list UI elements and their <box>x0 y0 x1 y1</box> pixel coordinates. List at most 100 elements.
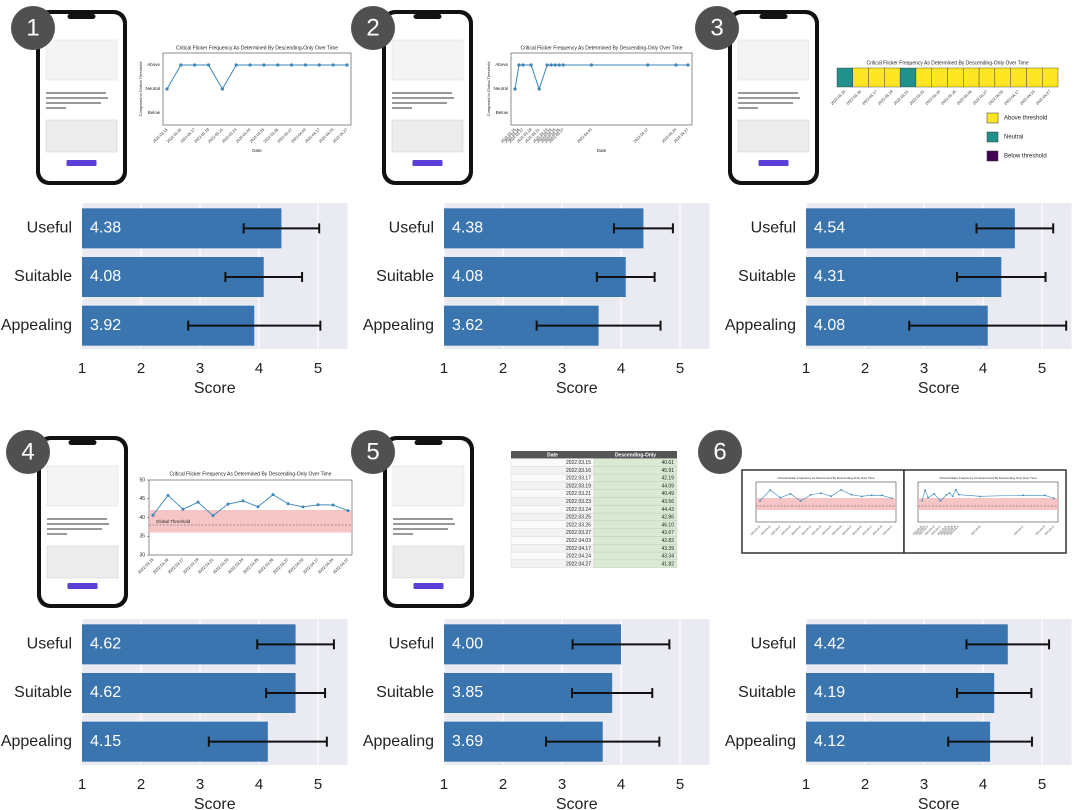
threshold-band <box>756 498 896 510</box>
badge-number: 1 <box>26 14 39 41</box>
input-box <box>391 119 464 153</box>
bar-value-label: 3.92 <box>90 317 121 334</box>
mini-title: Critical Flicker Frequency As Determined… <box>867 60 1029 66</box>
x-axis-label: Score <box>556 796 598 810</box>
legend-label: Above threshold <box>1004 116 1047 122</box>
date-label: 2022.03.19 <box>924 525 935 536</box>
error-bar <box>207 736 328 747</box>
heat-cell <box>931 67 948 88</box>
threshold-band <box>918 498 1058 510</box>
x-tick-label: 3 <box>196 776 204 793</box>
category-label: Useful <box>389 220 434 237</box>
table-date: 2022.04.17 <box>566 546 591 552</box>
level-point <box>557 63 561 67</box>
category-label: Useful <box>751 636 796 653</box>
date-label: 2022.03.16 <box>915 525 926 536</box>
badge <box>6 430 50 474</box>
value-point <box>1022 494 1025 497</box>
level-label: Below <box>148 110 161 115</box>
category-label: Appealing <box>363 317 434 334</box>
level-point <box>179 63 183 67</box>
table-header <box>511 451 677 459</box>
date-label: 2022.03.15 <box>750 525 761 536</box>
badge-number: 2 <box>366 14 379 41</box>
x-tick-label: 1 <box>802 776 810 793</box>
value-point <box>921 499 923 502</box>
x-tick-label: 5 <box>676 776 684 793</box>
value-line <box>759 489 893 502</box>
error-bar <box>975 223 1055 234</box>
mini-title: Critical Flicker Frequency As Determined… <box>170 471 332 477</box>
level-point <box>561 63 565 67</box>
value-point <box>840 488 843 491</box>
category-label: Appealing <box>725 733 796 750</box>
x-tick-label: 1 <box>78 360 86 377</box>
badge <box>351 6 395 50</box>
category-label: Useful <box>389 636 434 653</box>
date-label: 2022.04.24 <box>872 525 883 536</box>
y-tick-label: 30 <box>139 552 145 558</box>
category-label: Suitable <box>376 684 434 701</box>
text-line <box>392 92 452 94</box>
value-point <box>948 492 951 495</box>
error-bar <box>965 639 1051 650</box>
submit-button <box>66 160 97 166</box>
bar-value-label: 4.38 <box>90 220 121 237</box>
phone-mockup <box>37 436 128 608</box>
error-bar <box>956 688 1033 698</box>
x-tick-label: 3 <box>558 360 566 377</box>
date-label: 2022.03.15 <box>830 90 846 106</box>
category-label: Useful <box>751 220 796 237</box>
legend-label: Neutral <box>1004 135 1023 141</box>
level-point <box>331 63 335 67</box>
level-point <box>513 87 517 91</box>
value-point <box>331 503 335 507</box>
table-value: 43.34 <box>661 554 674 560</box>
level-point <box>206 63 211 67</box>
x-tick-label: 4 <box>255 360 263 377</box>
date-label: 2022.03.27 <box>972 90 988 106</box>
phone-screen <box>387 440 470 604</box>
value-point <box>933 492 936 495</box>
level-point <box>646 63 650 67</box>
date-label: 2022.03.27 <box>949 525 960 536</box>
table-date: 2022.03.26 <box>566 522 591 528</box>
text-line <box>47 523 109 525</box>
table-value: 40.61 <box>661 460 674 466</box>
x-tick-label: 5 <box>1038 360 1046 377</box>
error-bar <box>595 272 656 282</box>
bar-value-label: 3.85 <box>452 684 483 701</box>
value-line <box>921 489 1055 502</box>
x-axis-label: Score <box>194 380 236 397</box>
level-label: Below <box>496 110 509 115</box>
level-point <box>545 63 549 67</box>
value-point <box>954 488 957 491</box>
table-date: 2022.03.16 <box>566 468 591 474</box>
bar-value-label: 4.12 <box>814 733 845 750</box>
value-point <box>256 505 260 509</box>
value-point <box>951 495 954 498</box>
level-point <box>262 63 266 67</box>
date-label: 2022.03.24 <box>925 90 941 106</box>
x-tick-label: 1 <box>78 776 86 793</box>
bar-value-label: 4.08 <box>452 268 483 285</box>
table-date: 2022.03.15 <box>566 460 591 466</box>
submit-button <box>758 160 789 166</box>
x-tick-label: 5 <box>314 360 322 377</box>
text-line <box>393 523 455 525</box>
value-point <box>820 492 822 495</box>
text-line <box>46 102 101 104</box>
table-date: 2022.04.27 <box>566 561 591 567</box>
date-label: 2022.04.27 <box>332 128 348 144</box>
table-value: 46.10 <box>661 522 674 528</box>
value-point <box>809 493 812 496</box>
error-bar <box>908 320 1068 331</box>
badge-number: 4 <box>21 438 34 465</box>
date-label: 2022.03.16 <box>760 525 771 536</box>
level-point <box>303 63 308 67</box>
text-line <box>393 533 413 535</box>
bar-value-label: 4.15 <box>90 733 121 750</box>
badge <box>11 6 55 50</box>
bar-value-label: 4.00 <box>452 636 483 653</box>
bar <box>444 208 644 249</box>
